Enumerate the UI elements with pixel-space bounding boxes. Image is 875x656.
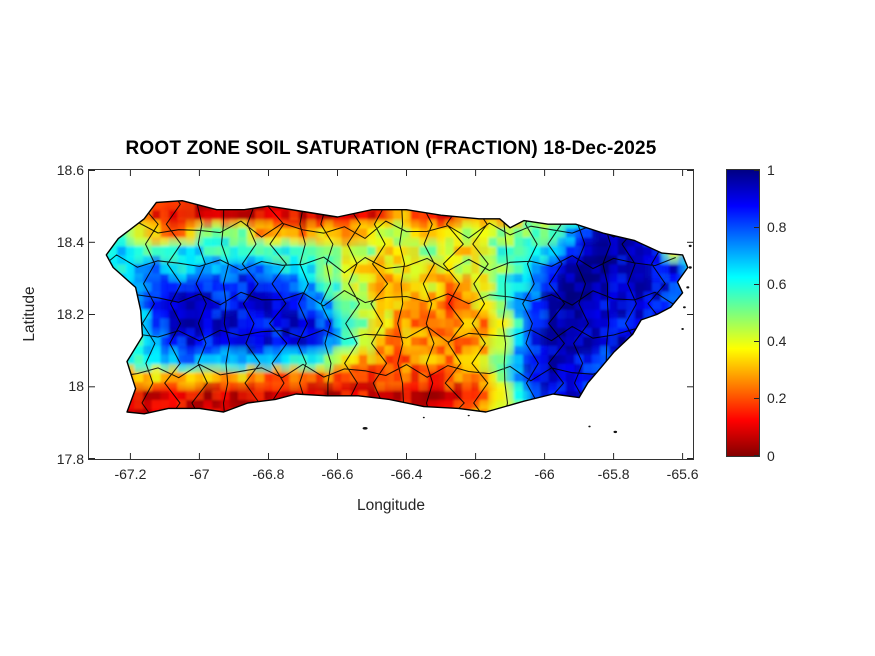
colorbar — [726, 169, 760, 457]
colorbar-tick-mark — [754, 170, 759, 171]
colorbar-tick-label: 0.6 — [767, 275, 787, 292]
municipal-boundaries — [106, 200, 676, 414]
x-tick-label: -65.8 — [597, 466, 630, 482]
y-tick-label: 18.6 — [56, 161, 84, 178]
x-tick-label: -66.4 — [390, 466, 423, 482]
y-tick-label: 17.8 — [56, 450, 84, 467]
chart-title: ROOT ZONE SOIL SATURATION (FRACTION) 18-… — [125, 138, 657, 159]
x-tick-label: -67 — [189, 466, 210, 482]
x-tick-label: -65.6 — [666, 466, 699, 482]
colorbar-tick-label: 0.4 — [767, 333, 787, 350]
x-tick-label: -66.6 — [321, 466, 354, 482]
island-outline — [105, 200, 689, 415]
axis-tick-marks — [89, 170, 693, 459]
x-tick-label: -67.2 — [114, 466, 147, 482]
x-tick-label: -66.2 — [459, 466, 492, 482]
colorbar-tick-mark — [754, 226, 759, 228]
y-tick-label: 18.2 — [56, 306, 84, 322]
x-tick-label: -66 — [534, 466, 555, 482]
puerto-rico-saturation-map — [89, 170, 693, 459]
islets — [362, 244, 692, 434]
colorbar-tick-label: 0.8 — [767, 218, 787, 235]
x-tick-label: -66.8 — [252, 466, 285, 482]
colorbar-tick-mark — [754, 341, 759, 343]
colorbar-tick-mark — [754, 398, 759, 400]
colorbar-tick-label: 0 — [767, 447, 775, 464]
colorbar-tick-label: 0.2 — [767, 390, 787, 407]
colorbar-tick-mark — [754, 283, 759, 285]
colorbar-tick-mark — [754, 455, 759, 456]
x-axis-label: Longitude — [356, 497, 426, 514]
heatmap-layer — [106, 200, 688, 414]
plot-area — [88, 169, 694, 460]
colorbar-tick-label: 1 — [767, 161, 775, 178]
y-tick-label: 18.4 — [56, 233, 84, 250]
y-tick-label: 18 — [68, 378, 84, 395]
